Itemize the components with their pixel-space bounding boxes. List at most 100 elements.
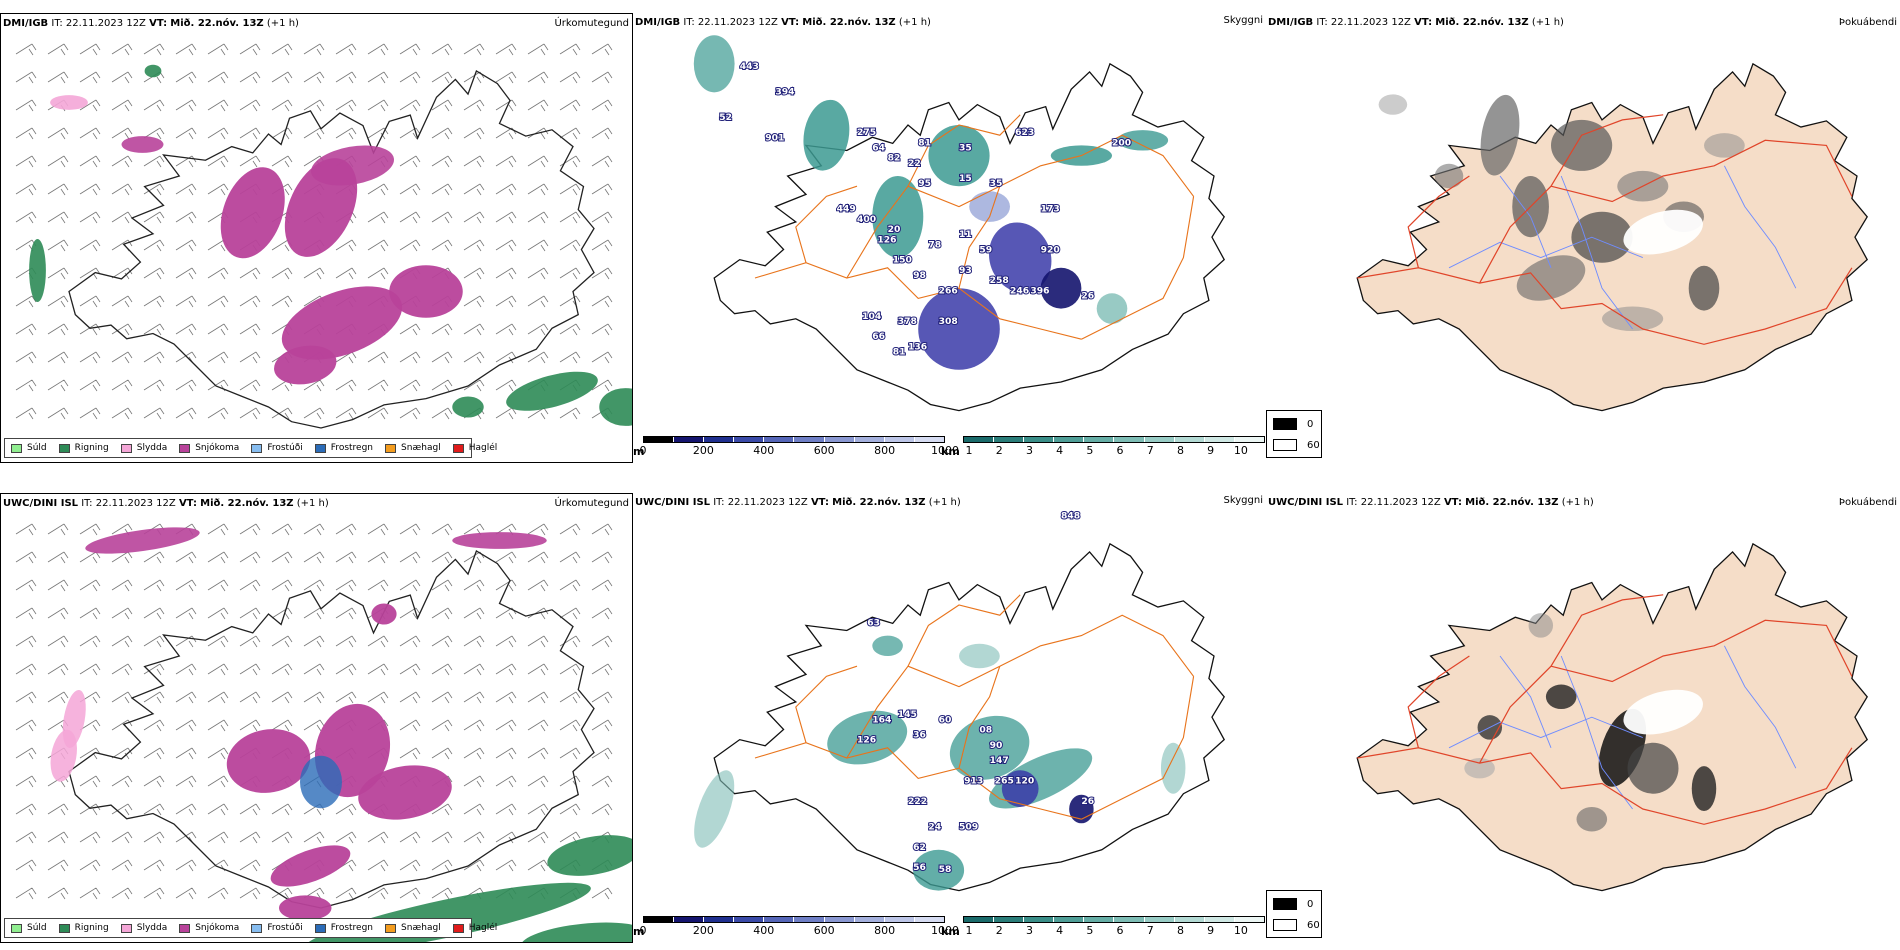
wind-barb — [239, 71, 261, 84]
wind-barb — [495, 295, 517, 308]
panel-title: DMI/IGB IT: 22.11.2023 12Z VT: Mið. 22.n… — [1268, 17, 1564, 28]
wind-barb — [15, 43, 37, 56]
colorbar-segment — [734, 917, 765, 922]
wind-barb — [431, 407, 453, 420]
wind-barb — [335, 635, 357, 648]
wind-barb — [111, 183, 133, 196]
wind-barb — [47, 127, 69, 140]
colorbar-segment — [884, 917, 915, 922]
wind-barb — [271, 887, 293, 900]
wind-barb — [239, 127, 261, 140]
wind-barb — [399, 691, 421, 704]
low-visibility-area — [693, 35, 735, 93]
legend-swatch — [120, 923, 132, 933]
fog-swatch-60 — [1273, 439, 1297, 451]
low-visibility-area — [1117, 130, 1169, 151]
wind-barb — [271, 691, 293, 704]
legend-swatch — [179, 923, 191, 933]
colorbar-segment — [764, 437, 795, 442]
colorbar-segment — [1174, 917, 1205, 922]
colorbar-segment — [964, 437, 995, 442]
wind-barb — [335, 99, 357, 112]
wind-barb — [591, 887, 613, 900]
wind-barb — [463, 351, 485, 364]
low-visibility-area — [1160, 742, 1186, 794]
wind-barb — [559, 747, 581, 760]
colorbar-segment — [994, 917, 1025, 922]
wind-barb — [463, 295, 485, 308]
visibility-value: 147 — [990, 755, 1009, 766]
wind-barb — [15, 887, 37, 900]
visibility-value: 08 — [979, 725, 992, 736]
colorbar-m: 0 200 400 600 800 1000 — [640, 436, 959, 457]
wind-barb — [79, 99, 101, 112]
wind-barb — [207, 887, 229, 900]
colorbar-segment — [734, 437, 765, 442]
wind-barb — [143, 859, 165, 872]
wind-barb — [175, 211, 197, 224]
rain-area — [547, 835, 632, 876]
wind-barb — [591, 635, 613, 648]
road — [754, 742, 1082, 820]
wind-barb — [495, 635, 517, 648]
colorbar-segment — [1054, 917, 1085, 922]
visibility-value: 64 — [872, 143, 885, 154]
colorbar-segment — [1114, 437, 1145, 442]
visibility-value: 81 — [918, 137, 931, 148]
colorbar-tick: 400 — [753, 444, 775, 457]
road — [907, 134, 1195, 208]
visibility-value: 145 — [898, 709, 917, 720]
visibility-value: 93 — [959, 265, 972, 276]
wind-barb — [207, 523, 229, 536]
fog-area — [1691, 766, 1717, 812]
wind-barb — [111, 71, 133, 84]
wind-barb — [175, 295, 197, 308]
wind-barb — [111, 351, 133, 364]
colorbar-segment — [1204, 917, 1235, 922]
visibility-value: 35 — [959, 143, 972, 154]
wind-barb — [591, 71, 613, 84]
wind-barb — [527, 211, 549, 224]
wind-barb — [559, 551, 581, 564]
wind-barb — [79, 211, 101, 224]
snow-area — [281, 286, 403, 360]
wind-barb — [239, 859, 261, 872]
wind-barb — [495, 859, 517, 872]
fog-area — [1528, 613, 1554, 638]
road — [958, 666, 1001, 769]
legend-swatch — [58, 443, 70, 453]
wind-barb — [367, 379, 389, 392]
wind-barb — [431, 99, 453, 112]
wind-barb — [175, 127, 197, 140]
wind-barb — [495, 691, 517, 704]
wind-barb — [591, 691, 613, 704]
wind-barb — [335, 831, 357, 844]
wind-barb — [79, 351, 101, 364]
wind-barb — [271, 71, 293, 84]
wind-barb — [591, 663, 613, 676]
wind-barb — [111, 887, 133, 900]
wind-barb — [15, 635, 37, 648]
wind-barb — [79, 663, 101, 676]
colorbar-m-unit: m — [633, 925, 645, 938]
legend-item: Frostregn — [314, 443, 373, 453]
wind-barb — [47, 691, 69, 704]
panel-title: DMI/IGB IT: 22.11.2023 12Z VT: Mið. 22.n… — [635, 17, 931, 28]
precip-type-map — [15, 523, 632, 942]
legend-swatch — [385, 923, 397, 933]
colorbar-segment — [854, 437, 885, 442]
freezing-rain-area — [300, 755, 342, 809]
wind-barb — [143, 267, 165, 280]
legend-label: Snjókoma — [195, 443, 240, 453]
wind-barb — [591, 239, 613, 252]
wind-barb — [431, 551, 453, 564]
wind-barb — [175, 323, 197, 336]
visibility-map: 848 63 164 145 36 60 08 126 90 147 913 265 120 26 222 2… — [694, 509, 1226, 892]
fog-swatch-0 — [1273, 418, 1297, 430]
wind-barb — [527, 747, 549, 760]
visibility-value: 901 — [765, 132, 784, 143]
river — [1448, 716, 1643, 749]
snow-area — [85, 527, 200, 554]
road — [958, 186, 1001, 289]
snow-area — [371, 603, 397, 625]
